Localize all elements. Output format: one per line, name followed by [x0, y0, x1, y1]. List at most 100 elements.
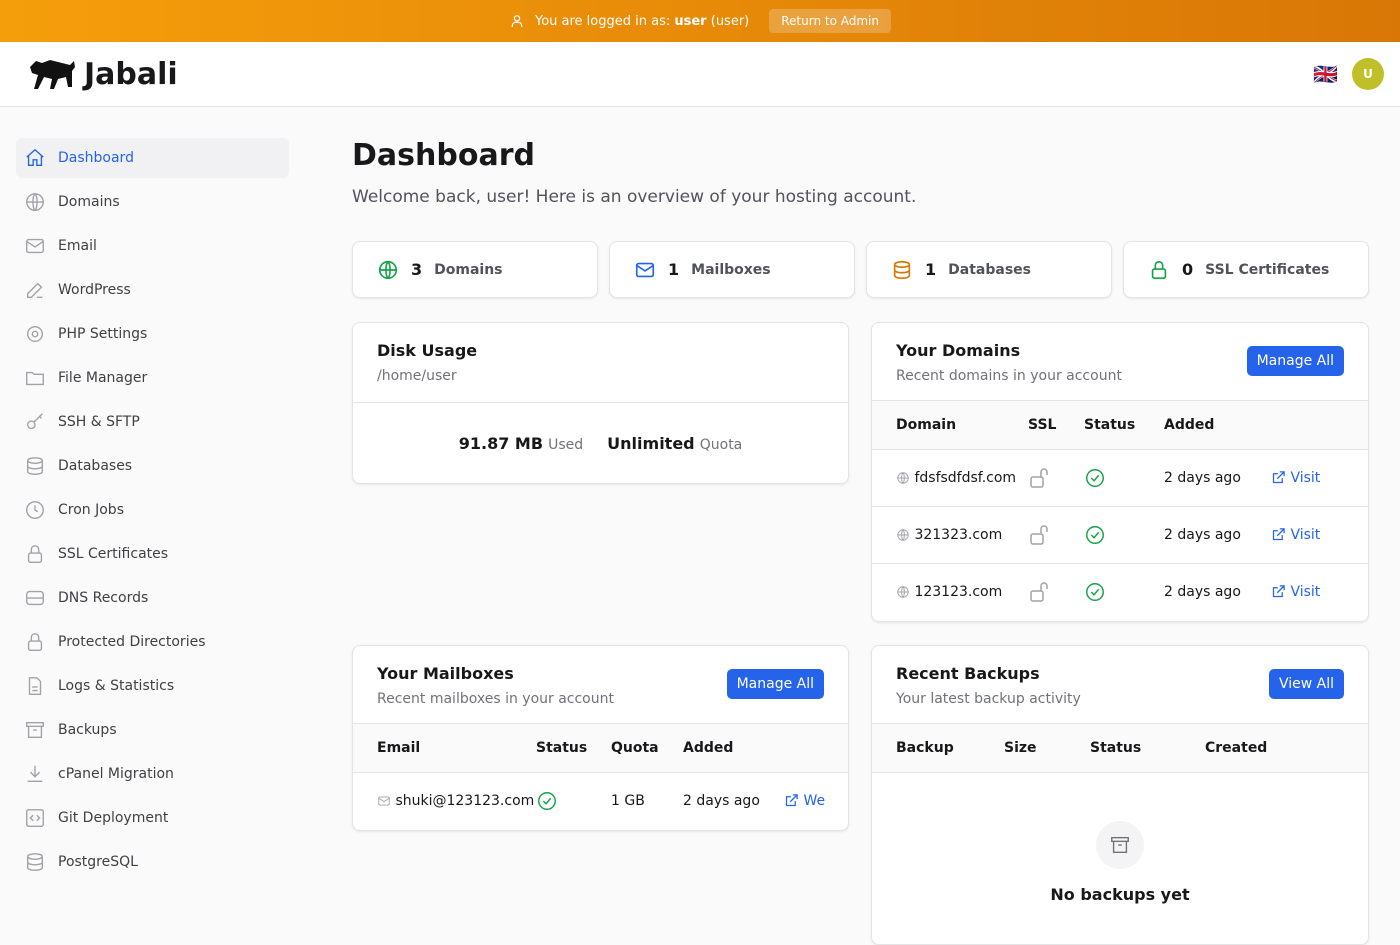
sidebar-item-label: DNS Records — [58, 590, 149, 606]
manage-domains-button[interactable]: Manage All — [1246, 346, 1344, 376]
added-date: 2 days ago — [1164, 583, 1241, 600]
backups-card: Recent Backups Your latest backup activit… — [871, 645, 1369, 945]
archive-icon — [26, 721, 44, 739]
added-date: 2 days ago — [683, 792, 760, 809]
col-created: Created — [1205, 724, 1368, 773]
folder-icon — [26, 371, 44, 386]
sidebar-item-label: WordPress — [58, 282, 131, 298]
gear-icon — [26, 325, 44, 343]
sidebar-item-dashboard[interactable]: Dashboard — [16, 138, 289, 178]
page-title: Dashboard — [352, 138, 535, 173]
stat-label: Mailboxes — [691, 261, 771, 278]
visit-link[interactable]: Visit — [1271, 563, 1368, 620]
added-date: 2 days ago — [1164, 506, 1271, 564]
globe-icon — [897, 528, 909, 541]
card-subtitle: Recent mailboxes in your account — [377, 691, 614, 707]
table-row: fdsfsdfdsf.com 2 days ago Visit — [872, 449, 1368, 507]
card-title: Recent Backups — [896, 664, 1040, 683]
stat-domains[interactable]: 3 Domains — [352, 241, 598, 298]
sidebar-item-databases[interactable]: Databases — [16, 446, 289, 486]
envelope-icon — [26, 238, 44, 254]
clock-icon — [26, 501, 44, 519]
check-circle-icon — [1086, 525, 1104, 544]
sidebar-item-label: Logs & Statistics — [58, 678, 175, 694]
domain-name: fdsfsdfdsf.com — [914, 469, 1017, 486]
check-circle-icon — [1086, 468, 1104, 487]
disk-usage-card: Disk Usage/home/user 91.87 MB Used Unlim… — [352, 322, 849, 484]
sidebar-item-php-settings[interactable]: PHP Settings — [16, 314, 289, 354]
sidebar-item-dns-records[interactable]: DNS Records — [16, 578, 289, 618]
col-added: Added — [683, 724, 784, 773]
sidebar: Dashboard Domains Email WordPress PHP Settin… — [16, 138, 289, 886]
view-all-backups-button[interactable]: View All — [1268, 669, 1344, 699]
unlocked-icon — [1030, 524, 1048, 545]
lock-icon — [27, 545, 43, 563]
sidebar-item-email[interactable]: Email — [16, 226, 289, 266]
external-link-icon — [1272, 471, 1285, 484]
sidebar-item-git-deployment[interactable]: Git Deployment — [16, 798, 289, 838]
domain-name: 123123.com — [914, 583, 1003, 600]
sidebar-item-file-manager[interactable]: File Manager — [16, 358, 289, 398]
visit-link[interactable]: Visit — [1271, 506, 1368, 564]
globe-icon — [897, 586, 909, 598]
sidebar-item-wordpress[interactable]: WordPress — [16, 270, 289, 310]
envelope-icon — [378, 796, 390, 806]
server-icon — [26, 590, 44, 606]
mailboxes-card: Your Mailboxes Recent mailboxes in your a… — [352, 645, 849, 831]
sidebar-item-label: PostgreSQL — [58, 854, 138, 870]
sidebar-item-label: cPanel Migration — [58, 766, 174, 782]
stat-ssl-certificates[interactable]: 0 SSL Certificates — [1123, 241, 1369, 298]
download-icon — [27, 765, 43, 783]
main-content: Dashboard Welcome back, user! Here is an… — [352, 138, 1369, 321]
sidebar-item-ssh-sftp[interactable]: SSH & SFTP — [16, 402, 289, 442]
user-icon — [511, 15, 523, 27]
webmail-link[interactable]: We — [784, 772, 848, 829]
stat-mailboxes[interactable]: 1 Mailboxes — [609, 241, 855, 298]
home-icon — [26, 148, 44, 167]
sidebar-item-protected-directories[interactable]: Protected Directories — [16, 622, 289, 662]
logo[interactable]: Jabali — [28, 57, 178, 92]
sidebar-item-postgresql[interactable]: PostgreSQL — [16, 842, 289, 882]
page-subtitle: Welcome back, user! Here is an overview … — [352, 187, 917, 207]
stat-count: 1 — [668, 260, 680, 279]
col-status: Status — [1084, 401, 1164, 450]
check-circle-icon — [1086, 582, 1104, 601]
visit-link[interactable]: Visit — [1271, 449, 1368, 507]
sidebar-item-ssl-certificates[interactable]: SSL Certificates — [16, 534, 289, 574]
sidebar-item-domains[interactable]: Domains — [16, 182, 289, 222]
disk-path: /home/user — [377, 368, 457, 384]
globe-icon — [378, 260, 398, 279]
col-status: Status — [1090, 724, 1205, 773]
language-flag[interactable]: 🇬🇧 — [1313, 62, 1338, 86]
database-icon — [893, 260, 911, 279]
sidebar-item-backups[interactable]: Backups — [16, 710, 289, 750]
sidebar-item-label: Backups — [58, 722, 117, 738]
col-quota: Quota — [611, 724, 683, 773]
mailbox-quota: 1 GB — [611, 792, 645, 809]
stat-label: Databases — [948, 261, 1031, 278]
sidebar-item-logs-statistics[interactable]: Logs & Statistics — [16, 666, 289, 706]
domains-card: Your Domains Recent domains in your accou… — [871, 322, 1369, 622]
key-icon — [26, 413, 43, 430]
col-email: Email — [353, 724, 536, 773]
stat-databases[interactable]: 1 Databases — [866, 241, 1112, 298]
mailbox-email: shuki@123123.com — [395, 792, 535, 809]
external-link-icon — [1272, 528, 1285, 541]
stat-count: 3 — [411, 260, 423, 279]
quota-label: Quota — [699, 436, 743, 453]
sidebar-item-cpanel-migration[interactable]: cPanel Migration — [16, 754, 289, 794]
table-row: 123123.com 2 days ago Visit — [872, 563, 1368, 620]
sidebar-item-label: Databases — [58, 458, 133, 474]
return-to-admin-button[interactable]: Return to Admin — [769, 9, 891, 33]
sidebar-item-label: Domains — [58, 194, 120, 210]
sidebar-item-label: Email — [58, 238, 97, 254]
archive-icon — [1096, 820, 1144, 869]
avatar[interactable]: U — [1352, 58, 1384, 90]
card-title: Your Mailboxes — [377, 664, 514, 683]
lock-icon — [1151, 260, 1167, 279]
database-icon — [26, 457, 44, 475]
disk-used-value: 91.87 MB — [458, 433, 544, 453]
col-ssl: SSL — [1028, 401, 1084, 450]
sidebar-item-cron-jobs[interactable]: Cron Jobs — [16, 490, 289, 530]
manage-mailboxes-button[interactable]: Manage All — [726, 669, 824, 699]
